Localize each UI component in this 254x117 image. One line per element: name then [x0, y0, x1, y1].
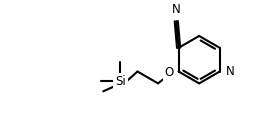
Text: O: O [164, 66, 174, 79]
Text: Si: Si [115, 75, 126, 88]
Text: N: N [172, 3, 181, 16]
Text: N: N [226, 65, 234, 78]
